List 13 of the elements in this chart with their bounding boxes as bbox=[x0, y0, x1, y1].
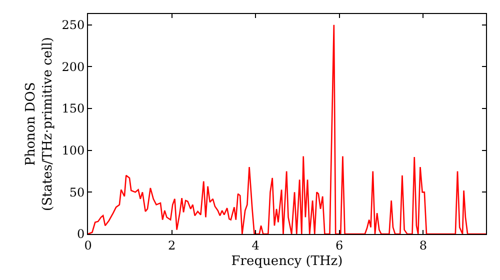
y-tick-label: 200 bbox=[62, 60, 85, 74]
y-axis-title: Phonon DOS (States/THz·primitive cell) bbox=[24, 36, 56, 212]
y-tick-label: 250 bbox=[62, 18, 85, 32]
y-tick-label: 50 bbox=[69, 185, 85, 200]
x-tick-label: 6 bbox=[336, 238, 344, 252]
x-tick-label: 4 bbox=[252, 238, 260, 252]
x-tick-label: 2 bbox=[168, 238, 176, 252]
x-tick-label: 8 bbox=[419, 238, 427, 252]
y-tick-label: 0 bbox=[76, 227, 85, 242]
line-series bbox=[88, 24, 486, 234]
y-tick-label: 150 bbox=[62, 102, 85, 116]
x-axis-title: Frequency (THz) bbox=[231, 254, 343, 269]
y-tick-label: 100 bbox=[62, 144, 85, 158]
